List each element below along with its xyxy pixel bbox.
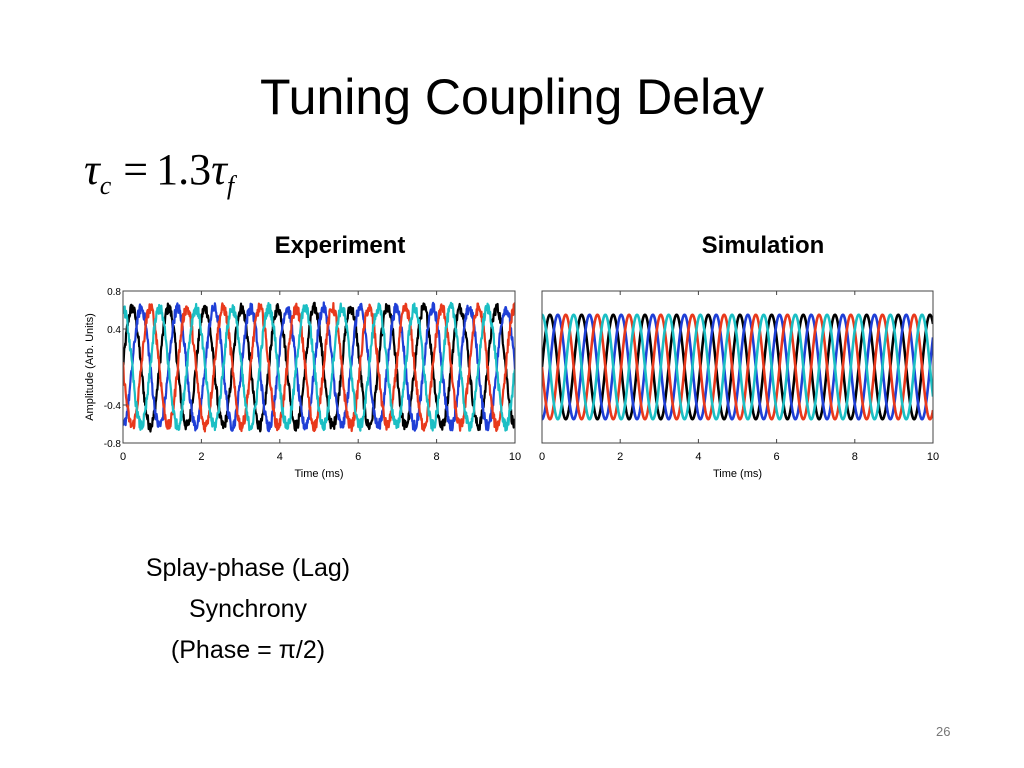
exp-series-line-1 xyxy=(123,301,515,433)
equation-rhs-subscript: f xyxy=(226,171,235,200)
equation-lhs-symbol: τ xyxy=(84,145,100,194)
sim-xtick-label: 4 xyxy=(695,451,701,463)
exp-xaxis-label: Time (ms) xyxy=(294,468,343,480)
exp-xtick-label: 4 xyxy=(277,451,283,463)
exp-ytick-label: -0.4 xyxy=(104,401,122,412)
coupling-delay-equation: τc = 1.3τf xyxy=(84,140,234,200)
exp-ytick-label: -0.8 xyxy=(104,439,122,450)
exp-xtick-label: 2 xyxy=(198,451,204,463)
exp-ytick-label: 0.8 xyxy=(107,287,121,298)
experiment-heading: Experiment xyxy=(274,232,406,259)
exp-xtick-label: 8 xyxy=(434,451,440,463)
exp-axes-frame xyxy=(122,290,516,444)
caption-line-phase: (Phase = π/2) xyxy=(170,636,326,664)
sim-series-line-2 xyxy=(542,313,933,421)
slide-number: 26 xyxy=(936,724,951,739)
caption-line-mode: Splay-phase (Lag) xyxy=(145,554,351,582)
slide-title: Tuning Coupling Delay xyxy=(259,69,764,125)
exp-ytick-label: 0.4 xyxy=(107,325,121,336)
exp-series-line-3 xyxy=(123,301,515,432)
sim-xtick-label: 10 xyxy=(927,451,939,463)
exp-xtick-label: 10 xyxy=(509,451,521,463)
equation-rhs-symbol: τ xyxy=(211,145,227,194)
sim-series-line-0 xyxy=(542,313,933,421)
exp-xtick-label: 0 xyxy=(120,451,126,463)
caption: Splay-phase (Lag) Synchrony (Phase = π/2… xyxy=(98,548,398,671)
simulation-heading: Simulation xyxy=(701,232,825,259)
sim-axes-frame xyxy=(541,290,934,444)
sim-xtick-label: 8 xyxy=(852,451,858,463)
sim-series-line-3 xyxy=(542,313,933,421)
exp-xtick-label: 6 xyxy=(355,451,361,463)
exp-yaxis-label: Amplitude (Arb. Units) xyxy=(84,313,96,421)
equation-lhs-subscript: c xyxy=(99,171,112,200)
sim-xtick-label: 6 xyxy=(774,451,780,463)
sim-xtick-label: 0 xyxy=(539,451,545,463)
sim-series-line-1 xyxy=(542,313,933,421)
equation-coefficient: 1.3 xyxy=(156,145,212,194)
sim-xtick-label: 2 xyxy=(617,451,623,463)
equation-operator: = xyxy=(123,145,149,194)
sim-xaxis-label: Time (ms) xyxy=(713,468,762,480)
caption-line-synchrony: Synchrony xyxy=(188,595,308,623)
